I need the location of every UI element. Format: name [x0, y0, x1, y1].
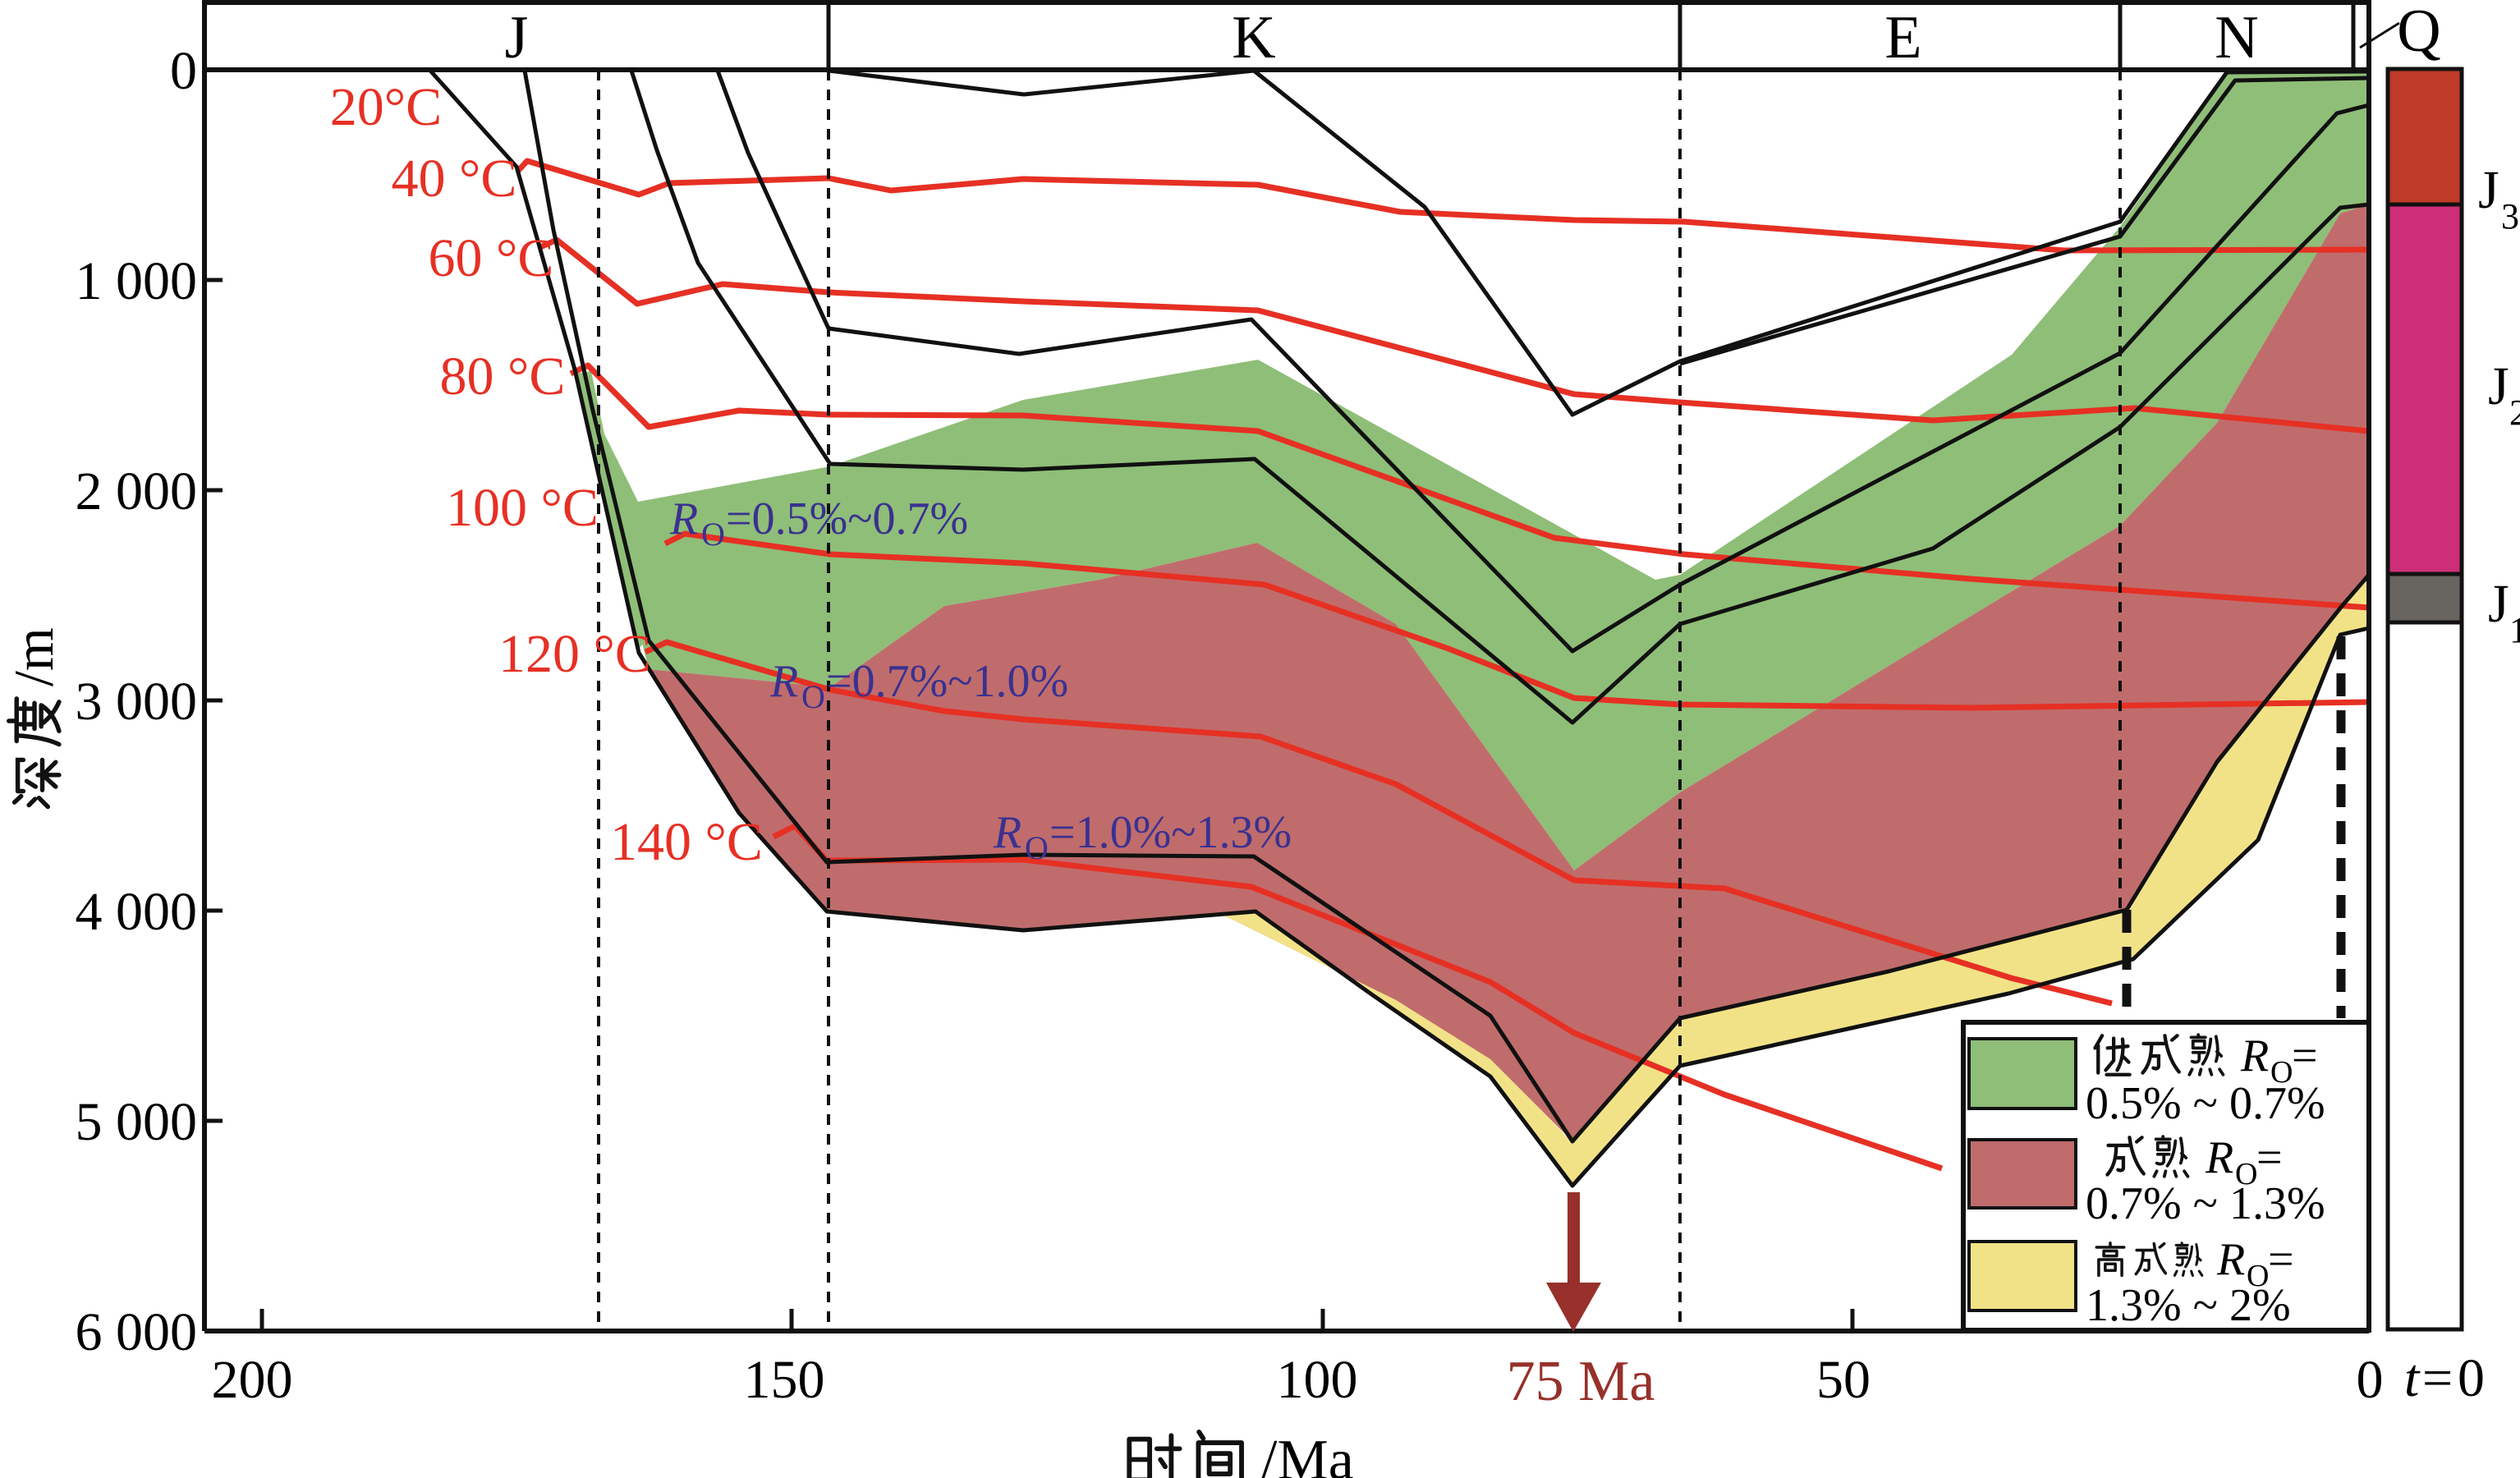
svg-text:0: 0 — [2357, 1350, 2384, 1410]
svg-text:1.3% ~ 2%: 1.3% ~ 2% — [2086, 1280, 2291, 1331]
svg-text:R: R — [669, 493, 698, 544]
svg-text:=: = — [2256, 1132, 2283, 1183]
svg-text:R: R — [2216, 1234, 2245, 1285]
svg-text:R: R — [769, 656, 798, 707]
svg-text:140 °C: 140 °C — [610, 812, 763, 872]
svg-text:3: 3 — [2501, 196, 2519, 236]
svg-text:E: E — [1884, 4, 1921, 71]
svg-text:O: O — [701, 516, 725, 553]
svg-text:60 °C: 60 °C — [429, 228, 554, 288]
svg-text:0.7% ~ 1.3%: 0.7% ~ 1.3% — [2086, 1178, 2325, 1229]
svg-text:20°C: 20°C — [330, 77, 442, 137]
svg-text:100: 100 — [1277, 1350, 1358, 1410]
svg-text:J: J — [2488, 574, 2509, 634]
svg-text:=: = — [2268, 1234, 2294, 1285]
svg-text:=1.0%~1.3%: =1.0%~1.3% — [1049, 807, 1292, 858]
svg-text:4 000: 4 000 — [76, 882, 198, 942]
svg-text:O: O — [2270, 1055, 2293, 1090]
svg-text:5 000: 5 000 — [76, 1092, 198, 1152]
svg-text:R: R — [993, 807, 1021, 858]
svg-text:6 000: 6 000 — [76, 1302, 198, 1362]
svg-text:O: O — [2235, 1157, 2257, 1191]
svg-text:J: J — [505, 4, 529, 71]
svg-text:O: O — [801, 678, 825, 715]
svg-text:150: 150 — [744, 1350, 825, 1410]
svg-text:3 000: 3 000 — [76, 672, 198, 732]
svg-text:=: = — [2422, 1348, 2453, 1408]
svg-text:=0.7%~1.0%: =0.7%~1.0% — [826, 656, 1068, 707]
svg-text:0: 0 — [2458, 1348, 2485, 1408]
svg-text:J: J — [2478, 160, 2499, 220]
svg-text:/m: /m — [2, 627, 65, 686]
svg-text:100 °C: 100 °C — [446, 478, 599, 538]
svg-text:120 °C: 120 °C — [498, 624, 651, 684]
svg-text:2: 2 — [2509, 392, 2520, 433]
svg-text:0: 0 — [170, 41, 197, 101]
svg-text:t: t — [2404, 1348, 2421, 1408]
svg-text:75 Ma: 75 Ma — [1507, 1350, 1655, 1413]
svg-text:O: O — [2247, 1259, 2269, 1293]
svg-text:O: O — [1025, 829, 1049, 866]
svg-text:80 °C: 80 °C — [440, 347, 566, 406]
svg-text:K: K — [1232, 4, 1275, 71]
svg-text:=: = — [2292, 1030, 2318, 1081]
svg-text:Q: Q — [2397, 0, 2440, 65]
svg-text:J: J — [2488, 356, 2509, 416]
svg-text:1: 1 — [2509, 610, 2520, 650]
svg-text:=0.5%~0.7%: =0.5%~0.7% — [726, 493, 968, 544]
svg-text:40 °C: 40 °C — [392, 149, 517, 209]
svg-text:R: R — [2205, 1132, 2233, 1183]
svg-text:/Ma: /Ma — [1261, 1429, 1354, 1478]
svg-text:1 000: 1 000 — [76, 251, 198, 311]
svg-text:N: N — [2215, 4, 2258, 71]
svg-text:0.5% ~ 0.7%: 0.5% ~ 0.7% — [2086, 1078, 2325, 1129]
svg-text:200: 200 — [212, 1350, 293, 1410]
svg-text:R: R — [2240, 1030, 2269, 1081]
svg-text:50: 50 — [1816, 1350, 1870, 1410]
svg-text:2 000: 2 000 — [76, 461, 198, 521]
